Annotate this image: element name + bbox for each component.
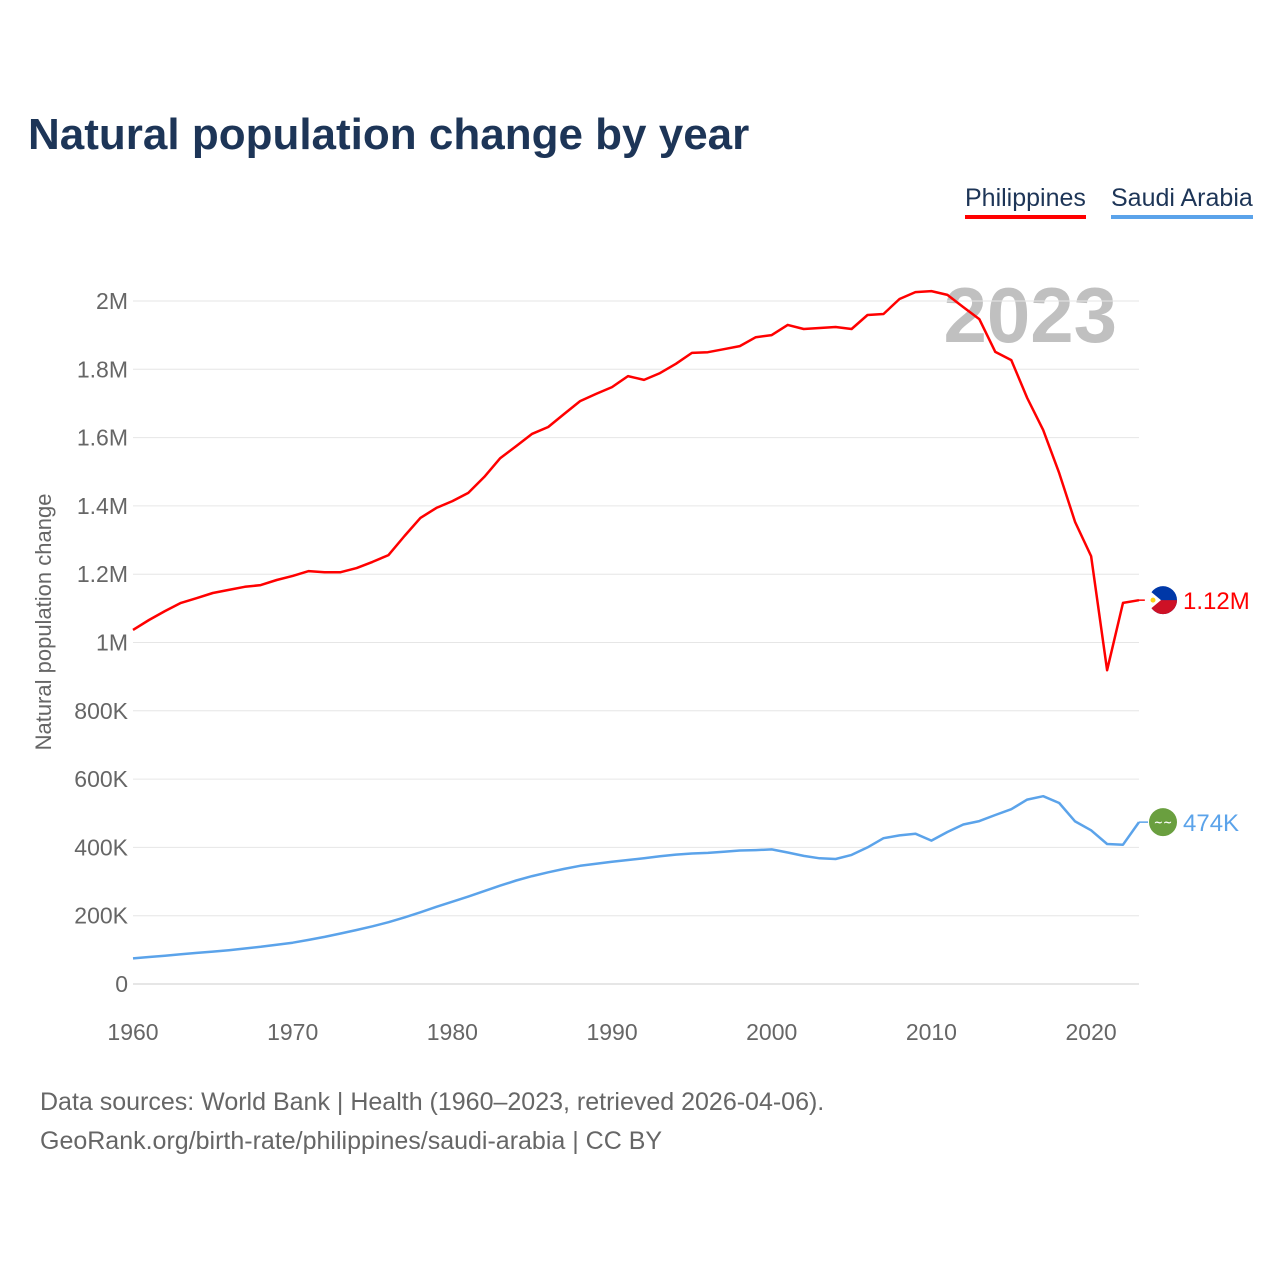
y-tick-label: 1.8M xyxy=(77,356,128,382)
data-source-note: Data sources: World Bank | Health (1960–… xyxy=(40,1088,825,1116)
x-tick-label: 1960 xyxy=(107,1019,158,1045)
x-tick-label: 1990 xyxy=(586,1019,637,1045)
chart-title: Natural population change by year xyxy=(28,110,750,159)
x-tick-label: 1980 xyxy=(427,1019,478,1045)
x-tick-label: 1970 xyxy=(267,1019,318,1045)
y-tick-label: 1.6M xyxy=(77,425,128,451)
x-tick-label: 2020 xyxy=(1066,1019,1117,1045)
y-tick-label: 1M xyxy=(96,630,128,656)
y-tick-label: 800K xyxy=(74,698,128,724)
saudi-arabia-flag-icon xyxy=(1149,808,1177,837)
y-tick-label: 2M xyxy=(96,288,128,314)
x-tick-label: 2000 xyxy=(746,1019,797,1045)
y-tick-label: 1.2M xyxy=(77,561,128,587)
x-tick-label: 2010 xyxy=(906,1019,957,1045)
legend-saudi-arabia[interactable]: Saudi Arabia xyxy=(1111,184,1253,219)
end-value-label: 474K xyxy=(1183,810,1239,837)
flag-script: ~~ xyxy=(1154,816,1172,829)
flag-sun xyxy=(1150,597,1156,603)
end-value-label: 1.12M xyxy=(1183,588,1250,615)
y-tick-label: 400K xyxy=(74,834,128,860)
y-axis-label: Natural population change xyxy=(31,494,56,751)
y-tick-label: 600K xyxy=(74,766,128,792)
year-watermark: 2023 xyxy=(943,271,1117,359)
y-tick-label: 0 xyxy=(115,971,128,997)
series-line-saudi-arabia xyxy=(132,794,1141,960)
legend-philippines[interactable]: Philippines xyxy=(965,184,1086,219)
source-link[interactable]: GeoRank.org/birth-rate/philippines/saudi… xyxy=(40,1127,663,1155)
series-line-philippines xyxy=(132,289,1140,672)
y-tick-label: 200K xyxy=(74,903,128,929)
y-tick-label: 1.4M xyxy=(77,493,128,519)
